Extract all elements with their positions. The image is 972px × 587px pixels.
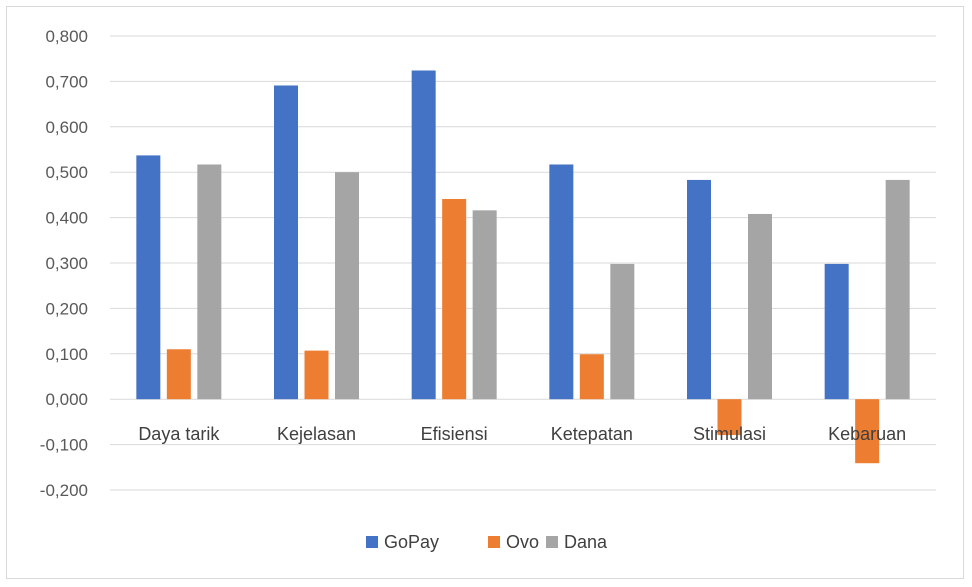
bar-dana-efisiensi: [472, 210, 497, 400]
bar-dana-ketepatan: [610, 263, 635, 400]
bar-gopay-daya-tarik: [136, 155, 161, 400]
legend-swatch-gopay: [366, 536, 378, 548]
bar-gopay-kebaruan: [824, 263, 849, 400]
y-tick-label: 0,500: [45, 163, 88, 182]
category-label: Kebaruan: [828, 424, 906, 444]
y-tick-label: 0,200: [45, 299, 88, 318]
bar-gopay-efisiensi: [411, 70, 436, 400]
bar-dana-kejelasan: [335, 172, 359, 400]
y-tick-label: -0,200: [40, 481, 88, 500]
y-axis-tick-labels: 0,800 0,700 0,600 0,500 0,400 0,300 0,200 0,100…: [40, 27, 88, 500]
bar-ovo-stimulasi: [717, 399, 742, 436]
y-tick-label: 0,800: [45, 27, 88, 46]
bars: [136, 70, 910, 464]
bar-ovo-kebaruan: [855, 399, 880, 464]
gridlines: [110, 35, 936, 491]
legend-swatch-dana: [546, 536, 558, 548]
bar-ovo-kejelasan: [304, 350, 329, 400]
bar-ovo-ketepatan: [579, 354, 604, 400]
bar-gopay-stimulasi: [687, 179, 711, 400]
bar-gopay-kejelasan: [274, 85, 298, 400]
bar-dana-kebaruan: [885, 179, 910, 400]
y-tick-label: 0,600: [45, 118, 88, 137]
y-tick-label: -0,100: [40, 436, 88, 455]
y-tick-label: 0,400: [45, 209, 88, 228]
legend-label-ovo: Ovo: [506, 532, 539, 552]
category-label: Efisiensi: [421, 424, 488, 444]
bar-dana-daya-tarik: [197, 164, 222, 400]
bar-dana-stimulasi: [748, 213, 772, 400]
category-label: Kejelasan: [277, 424, 356, 444]
legend-label-dana: Dana: [564, 532, 608, 552]
legend: GoPay Ovo Dana: [366, 532, 608, 552]
y-tick-label: 0,300: [45, 254, 88, 273]
legend-swatch-ovo: [488, 536, 500, 548]
category-label: Daya tarik: [138, 424, 220, 444]
bar-ovo-daya-tarik: [166, 349, 191, 400]
bar-ovo-efisiensi: [442, 198, 467, 400]
y-tick-label: 0,700: [45, 72, 88, 91]
y-tick-label: 0,000: [45, 390, 88, 409]
legend-label-gopay: GoPay: [384, 532, 439, 552]
category-label: Stimulasi: [693, 424, 766, 444]
bar-gopay-ketepatan: [549, 164, 574, 400]
y-tick-label: 0,100: [45, 345, 88, 364]
category-labels: Daya tarik Kejelasan Efisiensi Ketepatan Sti…: [138, 424, 906, 444]
category-label: Ketepatan: [551, 424, 633, 444]
